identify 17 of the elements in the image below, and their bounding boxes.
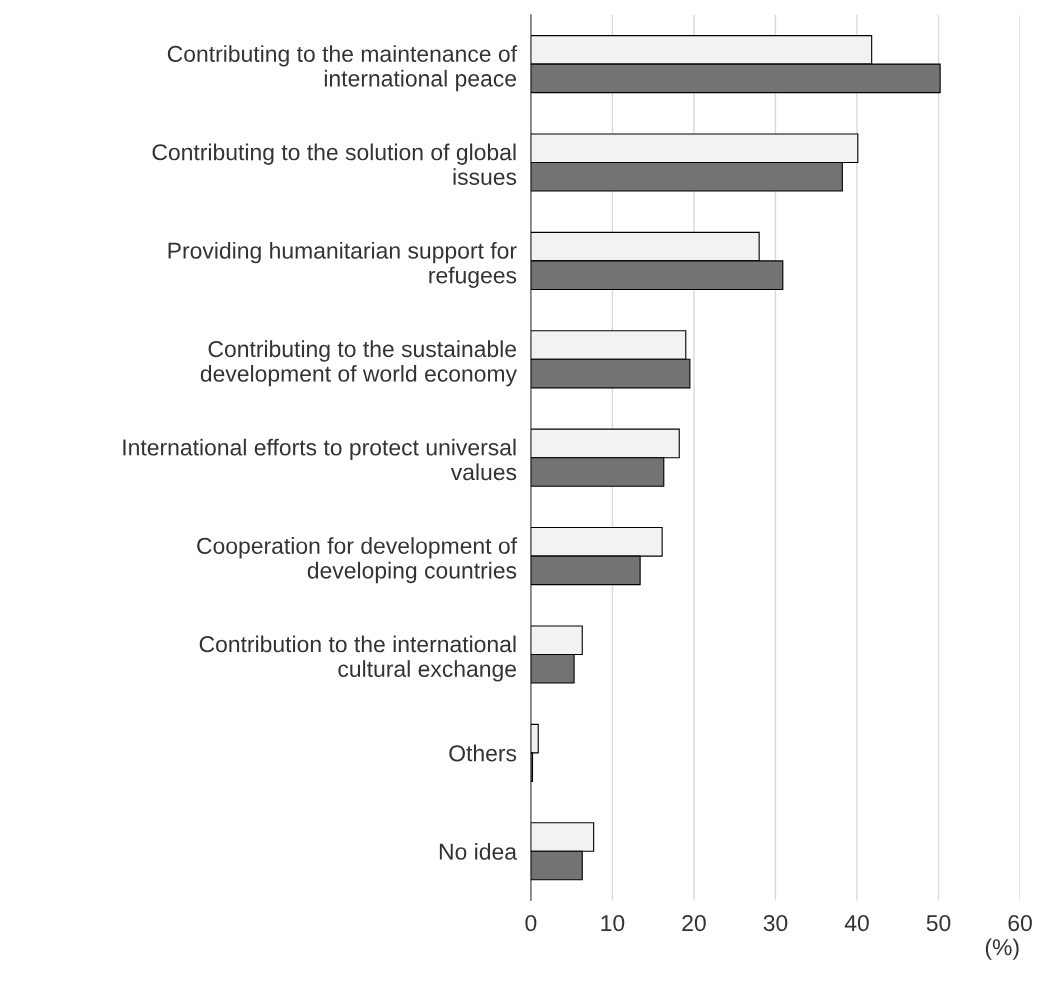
y-tick-label: Contributing to the maintenance of international peace [167,45,518,92]
y-tick-label: No idea [439,842,517,860]
x-axis-title: (%) [985,938,1019,960]
x-tick-label: 10 [601,914,625,932]
y-tick-label: International efforts to protect universal values [123,438,517,481]
y-tick-label: Contributing to the sustainable development of world economy [200,340,517,387]
x-tick-label: 20 [682,914,706,932]
x-tick-label: 60 [1008,914,1032,932]
y-tick-label: Contributing to the solution of global issues [152,143,517,186]
x-tick-label: 0 [525,914,537,932]
y-tick-label: Others [449,744,517,762]
x-tick-label: 40 [844,914,869,932]
y-tick-label: Contribution to the international cultural exchange [199,635,516,682]
y-tick-label: Providing humanitarian support for refugees [168,241,517,288]
x-tick-label: 30 [763,914,788,932]
y-tick-label: Cooperation for development of developing countries [197,537,518,584]
x-tick-label: 50 [926,914,951,932]
